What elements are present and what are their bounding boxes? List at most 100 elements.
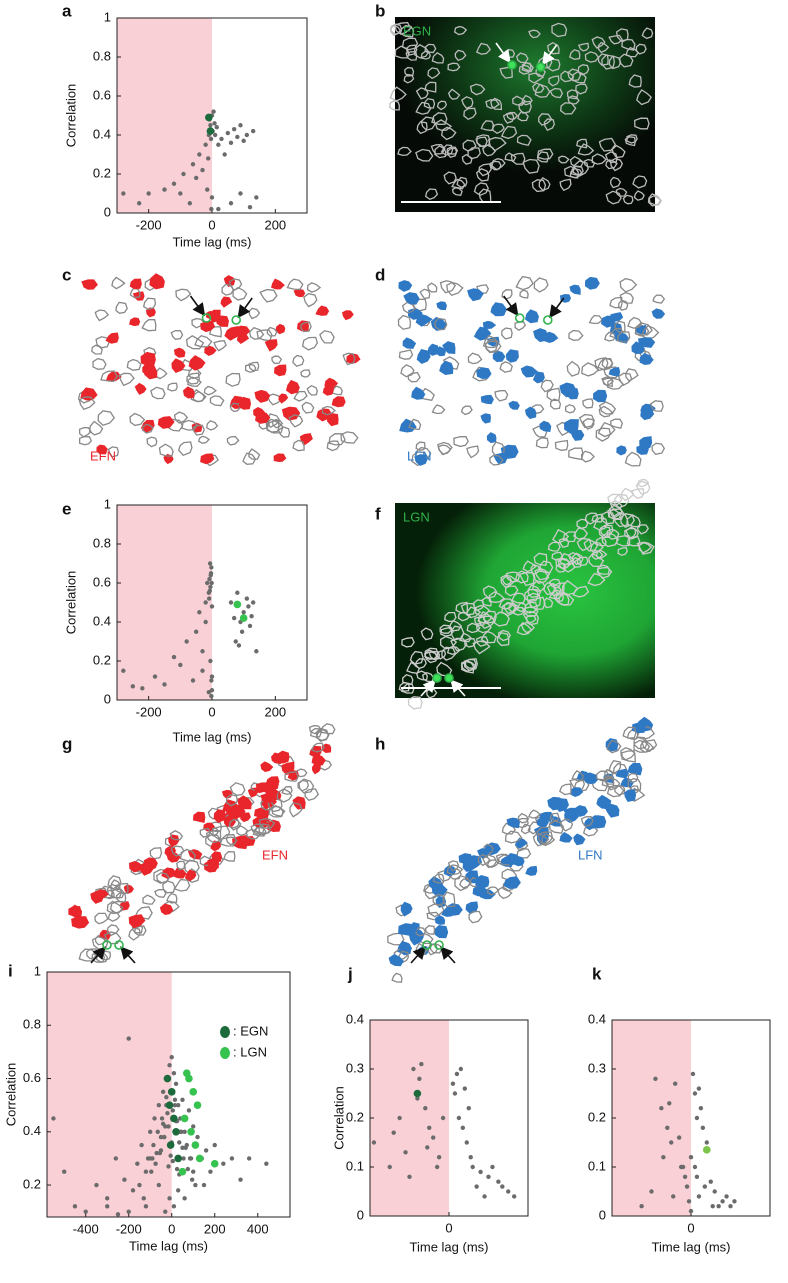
filled-cell xyxy=(637,337,656,348)
filled-cell xyxy=(588,815,606,828)
filled-cell xyxy=(285,379,300,395)
filled-cell xyxy=(71,916,90,929)
cell-outline xyxy=(582,398,594,409)
filled-cell xyxy=(139,862,154,876)
cell-outline xyxy=(510,152,526,165)
cell-outline xyxy=(268,805,286,818)
filled-cell xyxy=(322,384,334,396)
highlight-point xyxy=(193,1101,202,1109)
cell-outline xyxy=(624,451,642,467)
highlight-point xyxy=(182,1069,191,1077)
panel-letter: k xyxy=(592,964,602,983)
point xyxy=(177,1140,182,1145)
filled-cell xyxy=(96,444,108,455)
point xyxy=(156,1102,162,1108)
cell-outline xyxy=(141,319,157,332)
cell-outline xyxy=(604,331,617,342)
y-tick-label: 0.4 xyxy=(346,1011,364,1026)
image-label: EFN xyxy=(262,847,288,862)
cell-outline xyxy=(591,36,606,49)
x-axis-label: Time lag (ms) xyxy=(129,1238,208,1253)
filled-cell xyxy=(631,341,646,355)
cell-outline xyxy=(229,782,246,796)
point xyxy=(159,1116,165,1121)
point xyxy=(417,1076,422,1082)
cell-outline xyxy=(527,584,542,598)
point xyxy=(458,1066,464,1072)
cell-outline xyxy=(587,572,606,587)
cell-outline xyxy=(158,443,174,457)
filled-cell xyxy=(503,876,521,889)
point xyxy=(233,639,238,644)
cell-outline xyxy=(460,602,476,616)
point xyxy=(208,1169,213,1174)
point xyxy=(474,1184,479,1189)
cell-outline xyxy=(473,182,489,197)
cell-outline xyxy=(213,339,227,352)
micrograph xyxy=(395,503,655,698)
point xyxy=(189,1177,195,1182)
highlighted-cell xyxy=(422,940,432,950)
y-tick-label: 0 xyxy=(104,691,111,706)
highlight-point xyxy=(178,1167,187,1176)
cell-outline xyxy=(288,414,304,428)
cell-outline xyxy=(446,864,464,876)
point xyxy=(205,187,210,192)
y-tick-label: 0 xyxy=(104,204,111,219)
filled-cell xyxy=(388,953,404,967)
point xyxy=(506,1189,511,1194)
cell-outline xyxy=(549,812,560,822)
cell-outline xyxy=(141,423,154,434)
cell-outline xyxy=(477,615,496,629)
cell-outline xyxy=(496,886,513,900)
cell-outline xyxy=(601,531,620,548)
filled-cell xyxy=(414,454,428,466)
y-tick-label: 0 xyxy=(357,1207,364,1222)
point xyxy=(178,662,183,668)
point xyxy=(155,1129,160,1134)
cell-outline xyxy=(606,739,622,754)
point xyxy=(209,195,215,200)
scatter-panel: 0 0.1 0.2 0.3 0.4 0 Time lag (ms) k xyxy=(588,964,771,1254)
cell-outline xyxy=(521,94,533,106)
cell-outline xyxy=(440,626,454,637)
point xyxy=(168,1153,173,1158)
cell-outline xyxy=(284,771,299,782)
cell-outline xyxy=(408,418,422,431)
point xyxy=(225,130,231,136)
cell-outline xyxy=(467,352,483,365)
highlight-point xyxy=(170,1114,178,1123)
point xyxy=(160,1121,166,1126)
cell-outline xyxy=(149,847,163,860)
cell-outline xyxy=(398,349,414,360)
point xyxy=(403,1150,408,1155)
point xyxy=(702,1184,708,1189)
filled-cell xyxy=(299,433,313,446)
legend-label: : LGN xyxy=(233,1044,267,1059)
highlight-point xyxy=(205,113,213,122)
point xyxy=(180,1097,185,1103)
filled-cell xyxy=(570,429,585,441)
point xyxy=(450,1081,456,1086)
point xyxy=(83,1209,88,1214)
filled-cell xyxy=(200,453,215,465)
point xyxy=(712,1189,717,1194)
filled-cell xyxy=(166,851,181,863)
cell-outline xyxy=(576,138,588,149)
point xyxy=(241,138,246,144)
point xyxy=(94,1182,99,1188)
cell-outline xyxy=(463,107,477,121)
panel-letter: c xyxy=(62,265,71,284)
cell-outline xyxy=(518,64,532,75)
filled-cell xyxy=(204,345,217,356)
cell-outline xyxy=(516,847,532,859)
cell-outline xyxy=(567,68,582,82)
point xyxy=(136,201,142,206)
cell-outline xyxy=(525,614,537,624)
cell-outline xyxy=(453,435,469,448)
cell-outline xyxy=(519,289,529,299)
panel-letter: a xyxy=(62,1,72,20)
cell-outline xyxy=(229,402,241,413)
cell-outline xyxy=(590,778,609,792)
scatter-panel: 0 0.2 0.4 0.6 0.8 1 -200 0 200 Time lag (ms) Corre… xyxy=(62,1,308,249)
